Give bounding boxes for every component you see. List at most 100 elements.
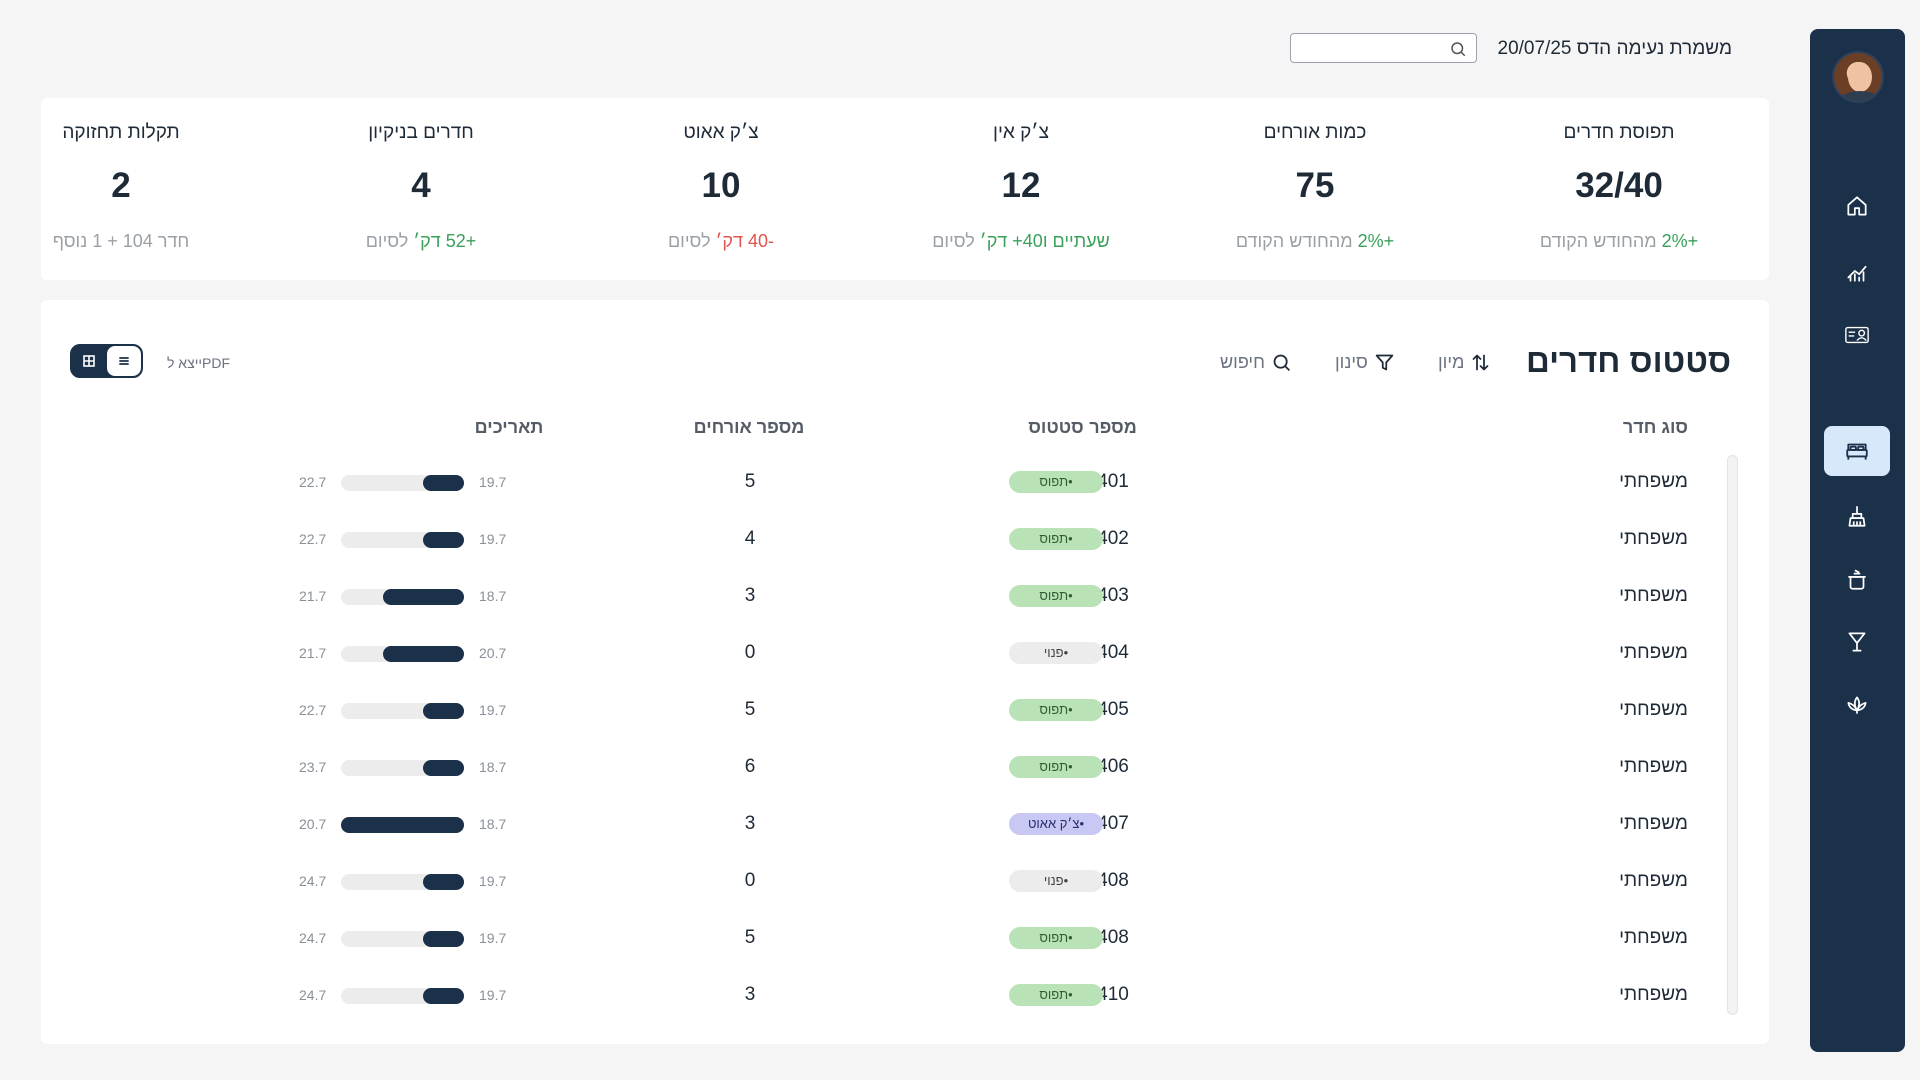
table-row[interactable]: משפחתי 401 •תפוס 5 22.7 19.7	[41, 471, 1769, 528]
nav-analytics[interactable]	[1824, 246, 1890, 296]
table-scrollbar[interactable]	[1727, 455, 1738, 1015]
room-type: משפחתי	[1619, 642, 1688, 663]
stat-value: 4	[411, 166, 431, 205]
stat-sub-text: מהחודש הקודם	[1235, 231, 1358, 251]
date-start: 19.7	[479, 930, 507, 946]
avatar-body	[1840, 91, 1880, 101]
stat-label: תפוסת חדרים	[1563, 122, 1675, 143]
stat-value: 2	[111, 166, 131, 205]
table-row[interactable]: משפחתי 402 •תפוס 4 22.7 19.7	[41, 528, 1769, 585]
col-head-dates[interactable]: תאריכים	[474, 417, 544, 437]
list-icon	[118, 357, 129, 365]
stay-bar-fill	[423, 988, 464, 1004]
room-number: 404	[1097, 642, 1129, 663]
stay-bar	[341, 760, 464, 776]
room-type: משפחתי	[1619, 984, 1688, 1005]
stat-sub: +2% מהחודש הקודם	[1469, 231, 1769, 252]
stat-change: +2%	[1357, 231, 1395, 251]
stat-cleaning: חדרים בניקיון 4 +52 דק׳ לסיום	[271, 98, 571, 280]
bed-icon	[1846, 443, 1868, 460]
grid-icon	[83, 355, 96, 367]
table-row[interactable]: משפחתי 405 •תפוס 5 22.7 19.7	[41, 699, 1769, 756]
list-view-button[interactable]	[106, 346, 141, 376]
stay-bar	[341, 475, 464, 491]
nav-rooms[interactable]	[1824, 426, 1890, 476]
table-row[interactable]: משפחתי 406 •תפוס 6 23.7 18.7	[41, 756, 1769, 813]
export-pdf-button[interactable]: ייצא לPDF	[167, 355, 230, 371]
view-toggle[interactable]	[70, 344, 143, 378]
filter-icon	[1375, 354, 1394, 371]
stay-bar	[341, 874, 464, 890]
guest-card-icon	[1845, 326, 1869, 344]
stat-value: 75	[1295, 166, 1335, 205]
room-service-icon	[1848, 569, 1866, 590]
status-badge: •תפוס	[1009, 756, 1103, 778]
status-badge: •תפוס	[1009, 528, 1103, 550]
header-search-input[interactable]	[1297, 35, 1447, 61]
sort-button[interactable]: מיון	[1438, 352, 1491, 373]
nav-guests[interactable]	[1824, 310, 1890, 360]
date-end: 24.7	[299, 987, 327, 1003]
col-head-guests[interactable]: מספר אורחים	[693, 417, 805, 437]
stat-sub-text: לסיום	[365, 231, 414, 251]
room-type: משפחתי	[1619, 813, 1688, 834]
date-end: 21.7	[299, 588, 327, 604]
stat-sub-text: לסיום	[667, 231, 716, 251]
nav-room-service[interactable]	[1824, 554, 1890, 604]
stat-label: כמות אורחים	[1263, 122, 1367, 143]
stat-change: -40 דק׳	[715, 231, 775, 251]
date-start: 19.7	[479, 873, 507, 889]
room-number: 406	[1097, 756, 1129, 777]
table-search-button[interactable]: חיפוש	[1220, 352, 1292, 373]
stat-change: +52 דק׳	[413, 231, 477, 251]
room-number: 402	[1097, 528, 1129, 549]
guest-count: 0	[744, 870, 756, 891]
spa-icon	[1847, 696, 1867, 714]
table-row[interactable]: משפחתי 403 •תפוס 3 21.7 18.7	[41, 585, 1769, 642]
header-search[interactable]	[1290, 33, 1477, 63]
section-title: סטטוס חדרים	[1525, 342, 1731, 379]
search-icon	[1273, 354, 1290, 371]
table-row[interactable]: משפחתי 410 •תפוס 3 24.7 19.7	[41, 984, 1769, 1041]
user-avatar[interactable]	[1832, 51, 1884, 103]
guest-count: 3	[744, 813, 756, 834]
date-start: 19.7	[479, 987, 507, 1003]
nav-cleaning[interactable]	[1824, 491, 1890, 541]
analytics-icon	[1847, 265, 1867, 282]
stat-sub-text: חדר 104 + 1 נוסף	[52, 231, 190, 251]
filter-button[interactable]: סינון	[1335, 352, 1395, 373]
col-head-status[interactable]: סטטוס	[1028, 417, 1084, 437]
date-start: 18.7	[479, 816, 507, 832]
stat-value: 32/40	[1575, 166, 1663, 205]
guest-count: 5	[744, 471, 756, 492]
table-row[interactable]: משפחתי 408 •פנוי 0 24.7 19.7	[41, 870, 1769, 927]
stat-label: צ׳ק אאוט	[683, 122, 759, 143]
stat-guests: כמות אורחים 75 +2% מהחודש הקודם	[1165, 98, 1465, 280]
cleaning-icon	[1848, 506, 1866, 527]
room-number: 403	[1097, 585, 1129, 606]
search-icon[interactable]	[1449, 40, 1467, 58]
stay-bar-fill	[383, 589, 464, 605]
stat-maintenance: תקלות תחזוקה 2 חדר 104 + 1 נוסף	[0, 98, 271, 280]
stat-sub: +52 דק׳ לסיום	[271, 231, 571, 252]
room-type: משפחתי	[1619, 585, 1688, 606]
filter-label: סינון	[1335, 352, 1368, 372]
stat-checkin: צ׳ק אין 12 שעתיים ו40+ דק׳ לסיום	[871, 98, 1171, 280]
stay-bar	[341, 646, 464, 662]
nav-home[interactable]	[1824, 181, 1890, 231]
table-row[interactable]: משפחתי 408 •תפוס 5 24.7 19.7	[41, 927, 1769, 984]
nav-spa[interactable]	[1824, 680, 1890, 730]
table-row[interactable]: משפחתי 407 •צ׳ק אאוט 3 20.7 18.7	[41, 813, 1769, 870]
stay-bar-fill	[423, 703, 464, 719]
date-end: 20.7	[299, 816, 327, 832]
col-head-number[interactable]: מספר	[1089, 417, 1137, 437]
guest-count: 4	[744, 528, 756, 549]
nav-bar[interactable]	[1824, 617, 1890, 667]
date-start: 19.7	[479, 531, 507, 547]
table-row[interactable]: משפחתי 404 •פנוי 0 21.7 20.7	[41, 642, 1769, 699]
grid-view-button[interactable]	[72, 346, 107, 376]
room-number: 408	[1097, 927, 1129, 948]
status-label: פנוי	[1043, 873, 1064, 888]
col-head-type[interactable]: סוג חדר	[1622, 417, 1688, 437]
stat-sub: חדר 104 + 1 נוסף	[0, 231, 271, 252]
